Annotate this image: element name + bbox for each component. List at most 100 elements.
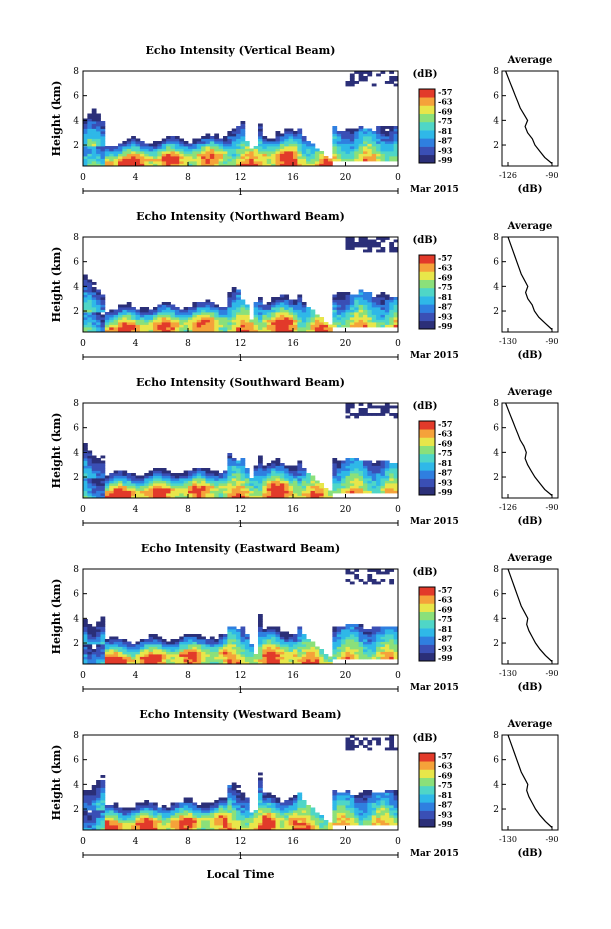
heatmap-cell [363,483,368,486]
heatmap-cell [380,143,386,147]
heatmap-cell [332,807,338,811]
heatmap-cell [389,797,395,801]
heatmap-cell [223,659,228,662]
heatmap-cell [293,646,298,650]
heatmap-cell [144,641,150,645]
heatmap-cell [227,634,233,637]
heatmap-cell [384,654,390,657]
heatmap-cell [297,299,303,303]
heatmap-cell [288,649,294,652]
heatmap-cell [174,661,180,665]
heatmap-cell [104,493,110,496]
heatmap-cell [91,626,97,630]
heatmap-cell [131,138,136,142]
heatmap-cell [258,158,263,162]
heatmap-cell [266,646,272,650]
heatmap-cell [240,493,246,496]
heatmap-cell [314,495,320,499]
x-tick-label: 16 [287,173,299,183]
heatmap-cell [336,822,342,826]
heatmap-cell [363,634,368,637]
heatmap-cell [96,153,101,157]
average-x-tick-label: -130 [499,835,517,844]
heatmap-cell [223,493,228,496]
heatmap-cell [179,329,185,333]
heatmap-cell [284,297,290,300]
heatmap-cell [306,156,311,159]
heatmap-cell [148,807,154,811]
heatmap-cell [139,651,145,655]
heatmap-cell [354,641,360,645]
heatmap-cell [179,815,185,818]
heatmap-cell [349,800,355,803]
heatmap-cell [240,319,246,323]
heatmap-cell [148,319,154,323]
colorbar-unit-label: (dB) [413,733,438,744]
heatmap-cell [104,148,110,152]
heatmap-cell [87,294,93,298]
heatmap-cell [262,138,268,142]
heatmap-cell [188,307,193,310]
heatmap-cell [157,324,163,328]
heatmap-cell [284,646,290,650]
heatmap-cell [131,812,136,816]
heatmap-cell [258,777,263,781]
heatmap-cell [109,820,115,823]
heatmap-cell [170,659,176,662]
heatmap-cell [188,805,193,808]
heatmap-cell [153,163,158,167]
heatmap-cell [166,302,171,305]
heatmap-cell [293,495,298,499]
heatmap-cell [231,646,237,650]
heatmap-cell [266,827,272,831]
heatmap-cell [249,644,255,647]
heatmap-cell [109,483,115,486]
heatmap-cell [126,646,132,650]
heatmap-cell [122,153,128,157]
colorbar-segment [419,652,435,662]
heatmap-cell [380,156,386,159]
heatmap-cell [113,470,119,474]
heatmap-cell [266,156,272,159]
heatmap-cell [170,639,176,642]
y-tick-label: 4 [73,116,79,126]
heatmap-cell [209,473,215,476]
heatmap-cell [231,161,237,164]
heatmap-cell [126,641,132,645]
heatmap-cell [96,641,101,645]
heatmap-cell [279,151,285,154]
heatmap-cell [310,478,316,481]
heatmap-cell [104,646,110,650]
heatmap-cell [135,319,141,323]
heatmap-cell [170,473,176,476]
heatmap-cell [183,322,189,325]
heatmap-cell [288,805,294,808]
heatmap-cell [258,141,263,144]
heatmap-cell [161,480,167,484]
heatmap-cell [87,634,93,637]
heatmap-cell [174,480,180,484]
heatmap-cell [139,329,145,333]
heatmap-cell [131,473,136,476]
heatmap-cell [384,807,390,811]
heatmap-cell [345,656,351,660]
heatmap-cell [201,827,206,831]
average-x-tick-label: -90 [546,171,559,180]
heatmap-cell [341,805,346,808]
heatmap-cell [223,478,228,481]
heatmap-cell [288,480,294,484]
heatmap-cell [100,480,106,484]
heatmap-cell [284,319,290,323]
heatmap-cell [153,158,158,162]
heatmap-cell [363,309,368,313]
heatmap-cell [201,802,206,806]
heatmap-cell [218,820,224,823]
heatmap-cell [244,312,250,315]
heatmap-cell [188,493,193,496]
heatmap-cell [214,659,220,662]
heatmap-cell [227,143,233,147]
heatmap-cell [139,478,145,481]
heatmap-cell [214,807,220,811]
heatmap-cell [389,322,395,325]
heatmap-cell [113,820,119,823]
